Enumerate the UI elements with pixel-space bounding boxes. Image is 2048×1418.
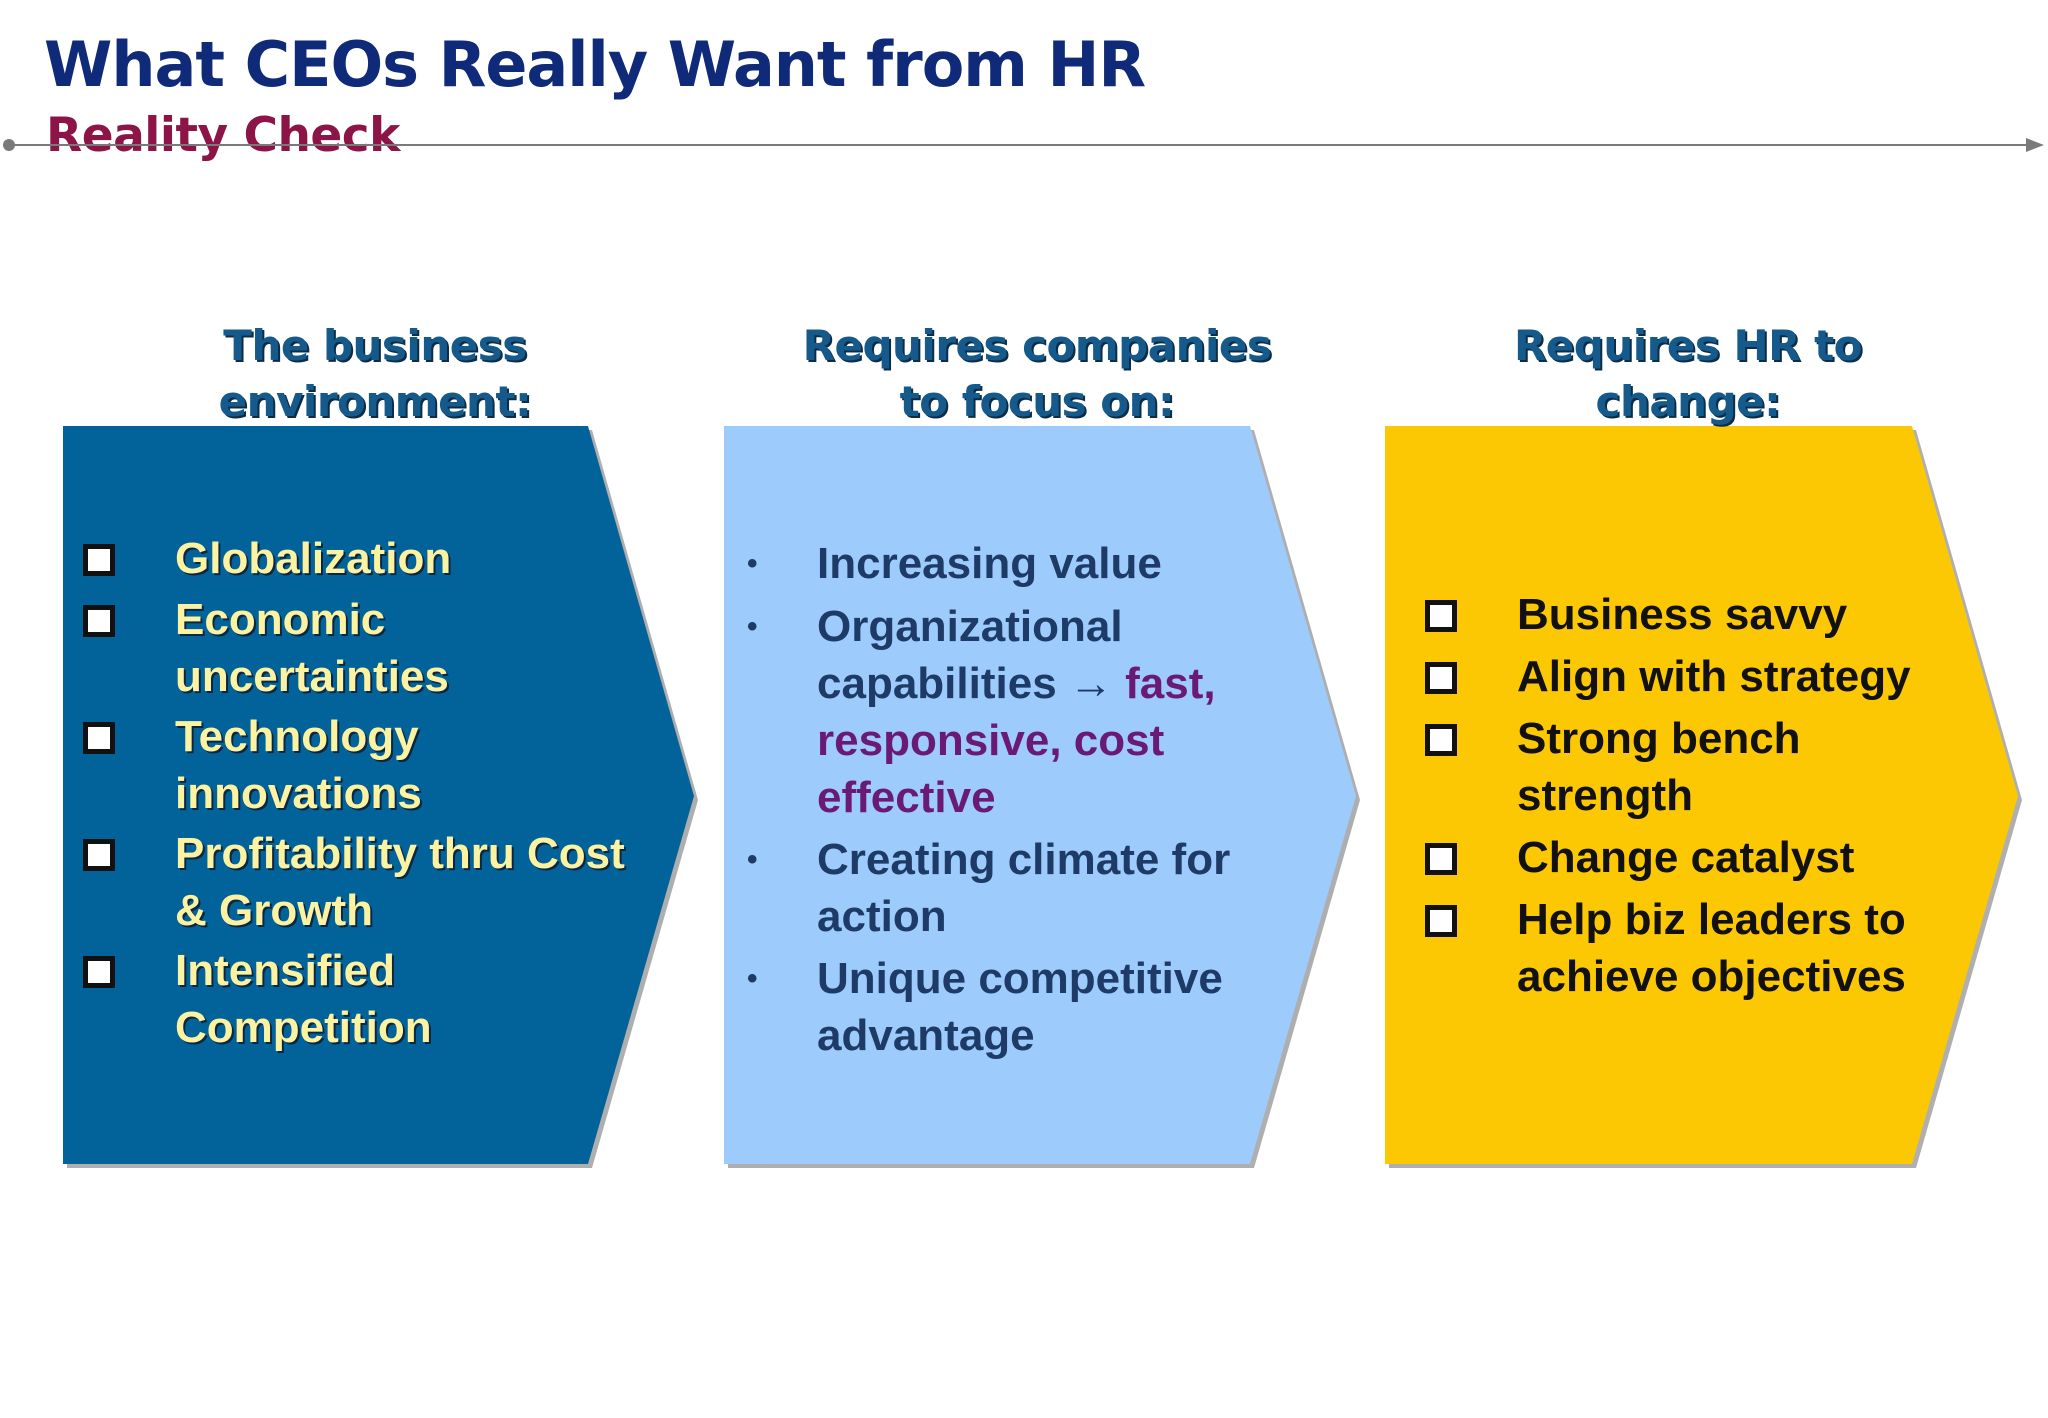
slide-subtitle: Reality Check xyxy=(46,108,400,163)
list-item: Align with strategy xyxy=(1425,648,1945,705)
business-environment-list: Globalization Economic uncertainties Tec… xyxy=(83,530,653,1059)
list-item: Help biz leaders to achieve objectives xyxy=(1425,891,1945,1005)
slide-title: What CEOs Really Want from HR xyxy=(44,28,1146,101)
list-item: • Creating climate for action xyxy=(747,831,1317,945)
list-item: Technology innovations xyxy=(83,708,653,822)
list-item-label: Profitability thru Cost & Growth xyxy=(175,829,625,935)
checkbox-square-icon xyxy=(83,956,115,988)
list-item-label: Economic uncertainties xyxy=(175,595,449,701)
column-heading-business-environment: The business environment: xyxy=(218,321,532,426)
arrow-business-environment xyxy=(63,426,694,1164)
checkbox-square-icon xyxy=(1425,662,1457,694)
list-item-label: Strong bench strength xyxy=(1517,714,1801,820)
bullet-icon: • xyxy=(747,610,758,643)
checkbox-square-icon xyxy=(83,544,115,576)
list-item: • Unique competitive advantage xyxy=(747,950,1317,1064)
bullet-icon: • xyxy=(747,962,758,995)
checkbox-square-icon xyxy=(83,839,115,871)
list-item: Business savvy xyxy=(1425,586,1945,643)
list-item-label: Business savvy xyxy=(1517,590,1848,639)
list-item: • Increasing value xyxy=(747,535,1317,592)
checkbox-square-icon xyxy=(1425,724,1457,756)
list-item-label: Intensified Competition xyxy=(175,946,432,1052)
list-item-label: Technology innovations xyxy=(175,712,422,818)
list-item-label: Unique competitive advantage xyxy=(817,954,1223,1060)
checkbox-square-icon xyxy=(83,722,115,754)
list-item: Strong bench strength xyxy=(1425,710,1945,824)
list-item-label: Globalization xyxy=(175,534,452,583)
checkbox-square-icon xyxy=(1425,905,1457,937)
list-item-label: Help biz leaders to achieve objectives xyxy=(1517,895,1906,1001)
list-item-label: Organizational capabilities → xyxy=(817,602,1123,708)
bullet-icon: • xyxy=(747,547,758,580)
checkbox-square-icon xyxy=(83,605,115,637)
list-item-label: Increasing value xyxy=(817,539,1162,588)
list-item-label: Creating climate for action xyxy=(817,835,1231,941)
arrow-company-focus xyxy=(724,426,1356,1164)
timeline-rule xyxy=(3,138,2044,152)
list-item: Economic uncertainties xyxy=(83,591,653,705)
checkbox-square-icon xyxy=(1425,843,1457,875)
list-item: Change catalyst xyxy=(1425,829,1945,886)
list-item-label: Align with strategy xyxy=(1517,652,1911,701)
list-item: Intensified Competition xyxy=(83,942,653,1056)
column-heading-company-focus: Requires companies to focus on: xyxy=(802,321,1272,426)
list-item-label: Change catalyst xyxy=(1517,833,1855,882)
bullet-icon: • xyxy=(747,843,758,876)
list-item: Profitability thru Cost & Growth xyxy=(83,825,653,939)
checkbox-square-icon xyxy=(1425,600,1457,632)
list-item-accent: fast, responsive, cost effective xyxy=(817,659,1216,822)
company-focus-list: • Increasing value • Organizational capabi… xyxy=(747,535,1317,1069)
arrow-hr-change xyxy=(1385,426,2018,1164)
list-item: Globalization xyxy=(83,530,653,587)
hr-change-list: Business savvy Align with strategy Stron… xyxy=(1425,586,1945,1010)
column-heading-hr-change: Requires HR to change: xyxy=(1513,321,1863,426)
list-item: • Organizational capabilities → fast, res… xyxy=(747,598,1317,826)
